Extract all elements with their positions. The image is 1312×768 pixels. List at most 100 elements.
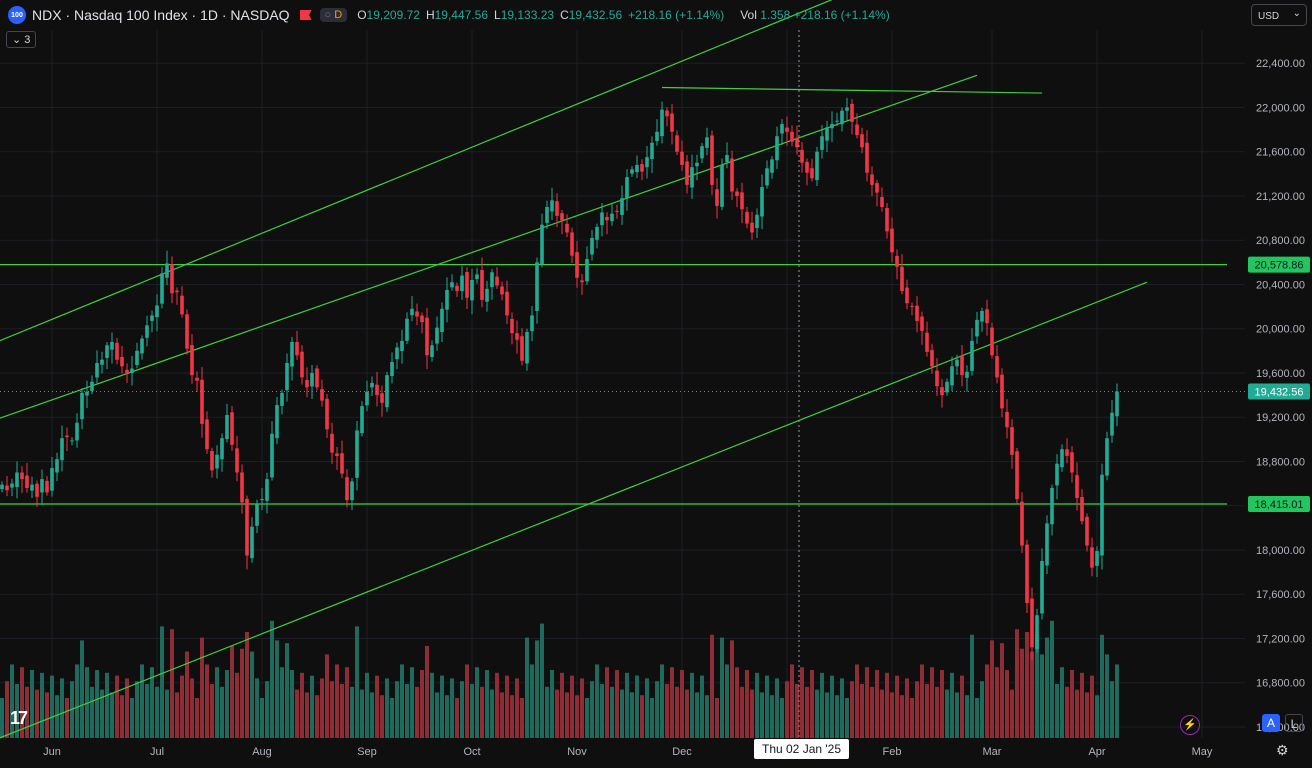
volume-bar [340,684,344,738]
lightning-icon[interactable]: ⚡ [1180,715,1200,735]
volume-bar [485,670,489,738]
candle-body [535,262,539,311]
candle-body [470,280,474,301]
volume-bar [470,684,474,738]
auto-scale-button[interactable]: A [1262,714,1280,732]
candle-body [500,286,504,295]
volume-bar [55,695,59,738]
log-scale-button[interactable]: L [1285,714,1303,732]
volume-bar [295,689,299,738]
gear-icon[interactable]: ⚙ [1276,742,1289,758]
candle-body [90,381,94,391]
trendline-upper-channel[interactable] [0,0,1052,342]
volume-bar [445,695,449,738]
price-labels: 20,578.86 19,432.56 18,415.01 [1248,256,1310,513]
price-label: 19,432.56 [1255,386,1304,398]
candle-body [350,481,354,501]
volume-bar [320,678,324,738]
candle-body [1025,544,1029,604]
candle-body [815,151,819,181]
volume-bar [15,684,19,738]
ellipsis-icon: ○ [324,9,335,21]
candle-body [520,336,524,361]
candle-body [185,314,189,349]
candle-body [310,372,314,387]
candle-body [410,308,414,316]
candle-body [540,224,544,265]
trendline-lower-channel[interactable] [0,281,1148,739]
candle-body [60,438,64,461]
price-label-bg [1248,256,1310,273]
volume-bar [820,672,824,738]
volume-bar [890,692,894,738]
candle-body [515,333,519,340]
candle-body [615,210,619,212]
trendline-middle-channel[interactable] [0,74,978,419]
candle-body [580,280,584,283]
volume-bar [330,681,334,738]
tradingview-logo[interactable]: 17 [10,708,28,728]
volume-bar [175,692,179,738]
volume-bar [100,689,104,738]
candle-body [895,255,899,267]
volume-bar [30,670,34,738]
volume-bars [0,620,1119,738]
candle-body [400,340,404,352]
flag-icon[interactable] [299,10,312,20]
volume-label: Vol [740,8,757,22]
volume-bar [1095,695,1099,738]
candle-body [885,207,889,232]
time-axis[interactable]: Jun Jul Aug Sep Oct Nov Dec Feb Mar Apr May [43,746,1213,758]
y-tick-label: 18,000.00 [1256,545,1305,557]
volume-bar [705,695,709,738]
open-label: O [357,8,367,22]
candle-body [1045,523,1049,566]
x-tick-label: May [1192,746,1213,758]
volume-bar [115,675,119,738]
crosshair [0,30,1245,738]
candle-body [545,207,549,223]
mode-badge[interactable]: ○ D [319,8,348,22]
candle-body [725,155,729,163]
volume-bar [870,686,874,738]
volume-bar [505,675,509,738]
indicators-toggle[interactable]: ⌄ 3 [6,31,37,48]
candle-body [745,211,749,224]
volume-bar [770,695,774,738]
candle-body [870,174,874,185]
candle-body [175,290,179,293]
candle-body [1040,561,1044,614]
candle-body [775,136,779,161]
volume-bar [735,667,739,738]
candle-body [730,158,734,192]
currency-select[interactable]: USD ⌄ [1251,4,1307,26]
volume-bar [925,684,929,738]
volume-bar [455,698,459,738]
volume-bar [5,681,9,738]
candle-body [960,356,964,376]
volume-bar [610,686,614,738]
volume-bar [825,692,829,738]
low-label: L [494,8,501,22]
trendlines[interactable] [0,0,1227,739]
volume-bar [1085,692,1089,738]
volume-bar [755,672,759,738]
candle-body [150,315,154,321]
index-logo-icon[interactable]: 100 [8,6,26,24]
x-tick-label: Mar [983,746,1002,758]
volume-legend[interactable]: Vol 1.358 +218.16 (+1.14%) [740,8,889,22]
volume-bar [65,698,69,738]
candle-body [65,435,69,438]
trendline-top-resistance[interactable] [661,86,1043,94]
candle-body [710,135,714,185]
volume-bar [700,675,704,738]
y-tick-label: 16,800.00 [1256,678,1305,690]
candle-body [340,453,344,474]
symbol-title[interactable]: NDX · Nasdaq 100 Index · 1D · NASDAQ [32,7,290,23]
volume-bar [900,695,904,738]
candle-body [395,347,399,360]
candle-body [415,311,419,317]
volume-bar [615,670,619,738]
candle-body [1070,452,1074,473]
